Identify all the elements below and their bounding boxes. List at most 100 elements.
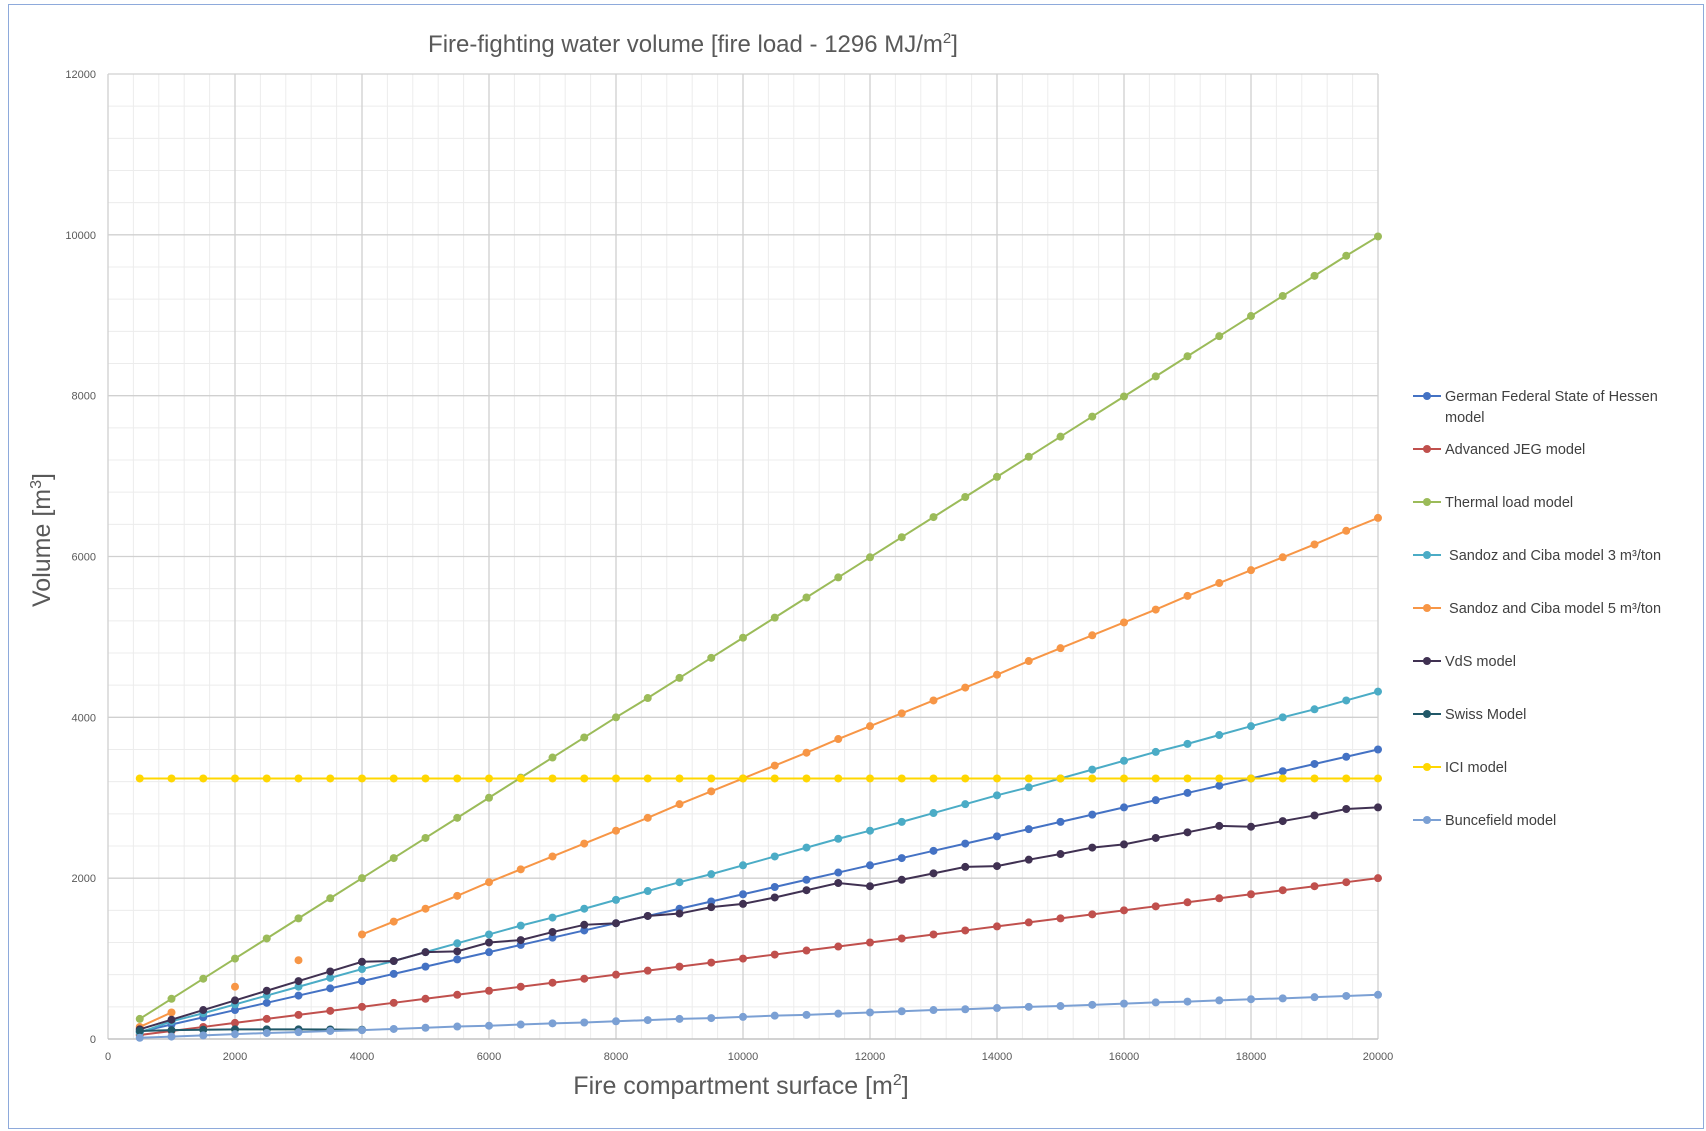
data-point bbox=[993, 774, 1001, 783]
x-tick-label: 10000 bbox=[728, 1051, 759, 1063]
data-point bbox=[929, 774, 938, 783]
legend-item: Swiss Model bbox=[1413, 707, 1526, 723]
data-point bbox=[326, 973, 335, 982]
data-point bbox=[1024, 452, 1033, 461]
data-point bbox=[516, 1020, 525, 1029]
data-point bbox=[1120, 618, 1128, 627]
data-point bbox=[929, 846, 938, 855]
data-point bbox=[866, 722, 874, 731]
data-point bbox=[199, 1031, 208, 1040]
data-point bbox=[580, 920, 589, 929]
legend-swatch-marker bbox=[1423, 657, 1431, 665]
data-point bbox=[802, 843, 811, 852]
data-point bbox=[231, 1006, 239, 1015]
data-point bbox=[1310, 271, 1319, 280]
data-point bbox=[389, 1024, 398, 1033]
data-point bbox=[516, 936, 525, 945]
data-point bbox=[1247, 890, 1255, 899]
legend-label: Advanced JEG model bbox=[1445, 442, 1585, 458]
data-point bbox=[1278, 553, 1287, 562]
data-point bbox=[548, 774, 557, 783]
data-point bbox=[897, 854, 906, 863]
data-point bbox=[453, 990, 462, 999]
data-point bbox=[1056, 817, 1065, 826]
data-point bbox=[1183, 352, 1192, 361]
data-point bbox=[866, 826, 874, 835]
data-point bbox=[294, 991, 303, 1000]
data-point bbox=[1183, 788, 1192, 797]
data-point bbox=[580, 1018, 589, 1027]
data-point bbox=[1056, 432, 1065, 441]
data-point bbox=[548, 852, 557, 861]
series-2 bbox=[135, 874, 1382, 1039]
series-4 bbox=[135, 687, 1382, 1037]
data-point bbox=[1088, 1000, 1097, 1009]
data-point bbox=[294, 956, 303, 965]
legend-swatch-marker bbox=[1423, 498, 1431, 506]
legend-label: Swiss Model bbox=[1445, 707, 1526, 723]
data-point bbox=[834, 573, 843, 582]
legend: German Federal State of Hessen model Advan… bbox=[1413, 389, 1661, 829]
data-point bbox=[1374, 874, 1382, 883]
data-point bbox=[707, 774, 716, 783]
data-point bbox=[326, 984, 335, 993]
data-point bbox=[231, 774, 239, 783]
data-point bbox=[358, 1002, 366, 1011]
data-point bbox=[453, 891, 462, 900]
data-point bbox=[1310, 882, 1319, 891]
data-point bbox=[739, 774, 747, 783]
data-point bbox=[993, 670, 1001, 679]
data-point bbox=[770, 852, 779, 861]
data-point bbox=[675, 800, 684, 809]
series-8 bbox=[135, 774, 1382, 783]
legend-label: German Federal State of Hessen bbox=[1445, 389, 1658, 405]
data-point bbox=[993, 791, 1001, 800]
data-point bbox=[961, 1005, 970, 1014]
data-point bbox=[199, 1006, 208, 1015]
data-point bbox=[643, 911, 652, 920]
data-point bbox=[1056, 850, 1065, 859]
series-line bbox=[139, 690, 1379, 1034]
data-point bbox=[1247, 722, 1255, 731]
data-point bbox=[167, 774, 176, 783]
data-point bbox=[262, 998, 271, 1007]
data-point bbox=[961, 683, 970, 692]
data-point bbox=[1247, 312, 1255, 321]
y-tick-label: 12000 bbox=[65, 69, 96, 81]
data-point bbox=[993, 1004, 1001, 1013]
data-point bbox=[1120, 803, 1128, 812]
data-point bbox=[262, 934, 271, 943]
data-point bbox=[1024, 825, 1033, 834]
data-point bbox=[802, 946, 811, 955]
data-point bbox=[358, 965, 366, 974]
data-point bbox=[453, 774, 462, 783]
data-point bbox=[1310, 774, 1319, 783]
data-point bbox=[1215, 731, 1224, 740]
series-5 bbox=[135, 513, 1382, 1031]
data-point bbox=[580, 904, 589, 913]
data-point bbox=[1342, 991, 1351, 1000]
data-point bbox=[1342, 752, 1351, 761]
data-point bbox=[866, 938, 874, 947]
y-axis-title: Volume [m3] bbox=[28, 473, 56, 607]
data-point bbox=[1024, 783, 1033, 792]
data-point bbox=[739, 954, 747, 963]
data-point bbox=[1120, 999, 1128, 1008]
data-point bbox=[1151, 774, 1160, 783]
data-point bbox=[802, 748, 811, 757]
data-point bbox=[1088, 765, 1097, 774]
data-point bbox=[1024, 1002, 1033, 1011]
data-point bbox=[1088, 810, 1097, 819]
data-point bbox=[770, 761, 779, 770]
data-point bbox=[485, 930, 493, 939]
data-point bbox=[453, 813, 462, 822]
data-point bbox=[485, 1021, 493, 1030]
data-point bbox=[675, 774, 684, 783]
data-point bbox=[1088, 843, 1097, 852]
data-point bbox=[199, 974, 208, 983]
data-point bbox=[1247, 995, 1255, 1004]
data-point bbox=[1088, 412, 1097, 421]
data-point bbox=[1374, 803, 1382, 812]
data-point bbox=[421, 774, 430, 783]
